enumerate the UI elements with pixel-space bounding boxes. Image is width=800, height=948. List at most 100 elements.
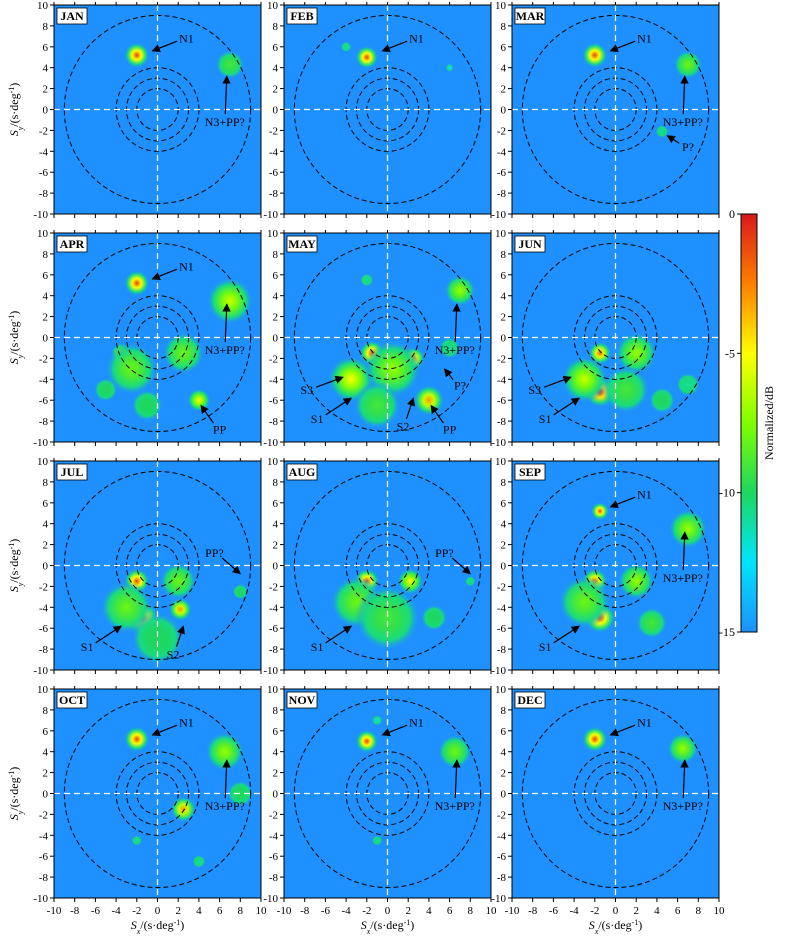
month-label: FEB [290,9,313,23]
month-label: JUN [518,237,542,251]
y-tick-label: 8 [273,249,279,261]
y-tick-label: 6 [273,42,279,54]
x-tick-label: -6 [321,905,331,917]
annotation-n1: N1 [637,31,652,45]
y-tick-label: 0 [501,789,507,801]
y-tick-label: 8 [273,705,279,717]
y-tick-label: 2 [273,312,279,324]
heat-blobs [123,42,245,79]
heat-blobs [100,562,249,665]
x-tick-label: -6 [91,905,101,917]
heat-blob [667,732,699,765]
y-tick-label: 4 [501,291,507,303]
annotation-arrow [316,375,344,388]
colorbar-tick-label: 0 [729,207,735,221]
x-tick-label: -4 [112,905,122,917]
annotation-arrow [200,404,214,424]
x-tick-label: 2 [633,905,639,917]
x-axis-label: Sx/(s·deg-1) [131,918,185,936]
heat-blob [371,835,383,846]
y-tick-label: 0 [273,789,279,801]
y-tick-label: 8 [501,477,507,489]
colorbar-gradient [740,213,758,633]
heat-blobs [558,502,708,639]
heat-blob [160,562,197,600]
x-tick-label: -10 [277,905,292,917]
heat-blob [590,502,610,521]
x-tick-label: -4 [570,905,580,917]
heat-blob [655,124,669,138]
heat-blobs [123,726,254,868]
annotation-arrow [680,531,689,571]
y-tick-label: 10 [37,684,49,696]
annotation-s1: S1 [539,412,552,426]
y-tick-label: -10 [33,437,48,449]
colorbar-label: Normalized/dB [762,386,776,460]
y-tick-label: -10 [263,665,278,677]
x-tick-label: -8 [528,905,538,917]
y-tick-label: -2 [39,353,48,365]
y-tick-label: -2 [269,125,278,137]
heat-blob [340,41,352,53]
annotation-n3pp: N3+PP? [663,115,703,129]
month-label: MAY [288,237,316,251]
month-label-box [56,691,88,709]
annotation-arrow [553,397,580,416]
y-axis-label: Sy/(s·deg-1) [7,767,25,821]
heat-blob [558,575,611,629]
y-tick-label: 0 [273,105,279,117]
month-label: JAN [60,9,84,23]
annotation-n3pp: N3+PP? [205,343,245,357]
x-tick-label: -8 [300,905,310,917]
y-tick-label: 10 [495,228,507,240]
y-tick-label: -8 [269,872,279,884]
y-tick-label: -2 [497,125,506,137]
y-tick-label: 0 [43,333,49,345]
annotation-n3pp: N3+PP? [663,571,703,585]
month-label-box [514,7,546,25]
annotation-arrow [430,404,444,424]
y-tick-label: 6 [43,42,49,54]
y-tick-label: 0 [501,333,507,345]
annotation-arrow [222,75,231,115]
annotation-arrow [666,135,680,144]
heat-blob [439,337,460,359]
y-tick-label: 2 [43,768,49,780]
y-tick-label: -8 [269,416,279,428]
x-tick-label: 10 [256,905,268,917]
heat-blob [94,377,118,402]
x-tick-label: -2 [590,905,599,917]
y-tick-label: -2 [39,809,48,821]
x-tick-label: -10 [505,905,520,917]
x-tick-label: 2 [175,905,181,917]
annotation-pp: PP [213,422,227,436]
panel-jul: S1 S2 PP? JUL 10 8 6 4 2 0 -2 -4 -6 -8 -10 Sy/(s·deg-1) [7,456,262,677]
annotation-arrow [222,759,231,799]
y-tick-label: -4 [269,602,279,614]
y-tick-label: 10 [37,456,49,468]
colorbar-tick-label: -15 [719,625,735,639]
x-tick-label: 6 [447,905,453,917]
panel-apr: N1 N3+PP? PP APR 10 8 6 4 2 0 -2 -4 -6 -8 -10 Sy/(s·deg… [7,228,262,449]
y-tick-label: 2 [273,540,279,552]
y-tick-label: -8 [39,872,49,884]
month-label-box [56,463,88,481]
month-label-box [286,691,318,709]
y-tick-label: -2 [39,581,48,593]
heat-blob [561,355,608,403]
panel-dec: N1 N3+PP? DEC 10 8 6 4 2 0 -2 -4 -6 -8 -10-10 -8 -6 -4 -2… [491,684,725,936]
y-tick-label: -10 [33,209,48,221]
y-tick-label: -4 [39,602,49,614]
annotation-arrow [544,375,572,388]
heat-blobs [581,726,699,765]
y-tick-label: -2 [269,809,278,821]
heat-blob [123,42,150,69]
x-tick-label: 6 [675,905,681,917]
y-tick-label: -6 [269,395,279,407]
y-tick-label: -8 [39,416,49,428]
y-tick-label: -8 [497,872,507,884]
heat-blobs [561,332,700,414]
colorbar: 0 -5 -10 -15 Normalized/dB [719,207,776,639]
y-tick-label: 8 [273,21,279,33]
y-tick-label: 8 [501,705,507,717]
